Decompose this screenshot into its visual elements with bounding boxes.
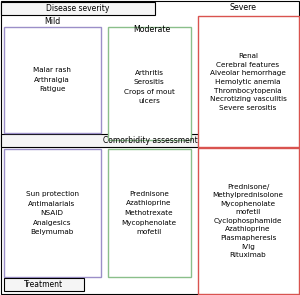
Bar [4, 149, 101, 277]
Bar [1, 2, 155, 15]
Text: Prednisone
Azathioprine
Methotrexate
Mycophenolate
mofetil: Prednisone Azathioprine Methotrexate Myc… [122, 191, 177, 235]
Bar [108, 27, 191, 140]
Text: Renal
Cerebral features
Alveolar hemorrhage
Hemolytic anemia
Thrombocytopenia
Ne: Renal Cerebral features Alveolar hemorrh… [210, 53, 286, 111]
Text: Comorbidity assessment: Comorbidity assessment [103, 136, 197, 145]
Text: Treatment: Treatment [24, 280, 64, 289]
Bar [4, 278, 84, 291]
Bar [198, 148, 299, 294]
Bar [4, 27, 101, 133]
Text: Disease severity: Disease severity [46, 4, 110, 13]
Text: Prednisone/
Methylprednisolone
Mycophenolate
mofetil
Cyclophosphamide
Azathiopri: Prednisone/ Methylprednisolone Mycopheno… [212, 184, 284, 258]
Bar [1, 134, 299, 147]
Text: Sun protection
Antimalarials
NSAID
Analgesics
Belymumab: Sun protection Antimalarials NSAID Analg… [26, 191, 79, 235]
Text: Malar rash
Arthralgia
Fatigue: Malar rash Arthralgia Fatigue [33, 68, 71, 93]
Bar [198, 16, 299, 147]
Text: Moderate: Moderate [134, 24, 171, 34]
Text: Arthritis
Serositis
Crops of mout
ulcers: Arthritis Serositis Crops of mout ulcers [124, 70, 174, 104]
Text: Severe: Severe [230, 2, 256, 12]
Text: Mild: Mild [44, 17, 60, 27]
Bar [108, 149, 191, 277]
